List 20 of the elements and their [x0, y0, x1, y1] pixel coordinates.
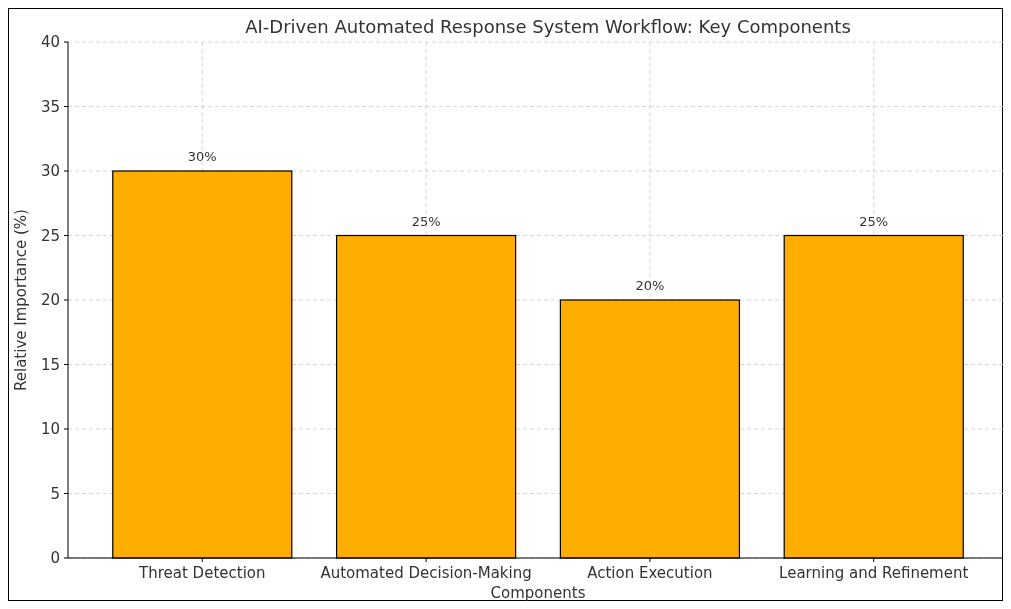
x-tick-label: Learning and Refinement: [779, 564, 969, 582]
y-tick-label: 30: [40, 162, 60, 181]
y-tick-label: 5: [50, 484, 60, 503]
y-tick-label: 25: [40, 226, 60, 245]
y-tick-label: 20: [40, 291, 60, 310]
data-label: 30%: [187, 149, 217, 164]
data-label: 20%: [635, 278, 665, 293]
y-tick-label: 40: [40, 33, 60, 52]
data-label: 25%: [859, 213, 889, 229]
y-axis-title: Relative Importance (%): [12, 209, 30, 391]
y-tick-label: 15: [40, 355, 60, 374]
data-label: 25%: [411, 213, 441, 229]
x-tick-label: Action Execution: [587, 564, 713, 582]
x-tick-label: Automated Decision-Making: [320, 564, 532, 582]
x-axis-title: Components: [490, 584, 586, 602]
y-tick-label: 35: [40, 97, 60, 116]
y-tick-label: 0: [50, 549, 60, 568]
y-tick-label: 10: [40, 420, 60, 439]
chart-title: AI-Driven Automated Response System Workflow: Key Components: [245, 16, 851, 37]
x-tick-label: Threat Detection: [138, 564, 266, 582]
